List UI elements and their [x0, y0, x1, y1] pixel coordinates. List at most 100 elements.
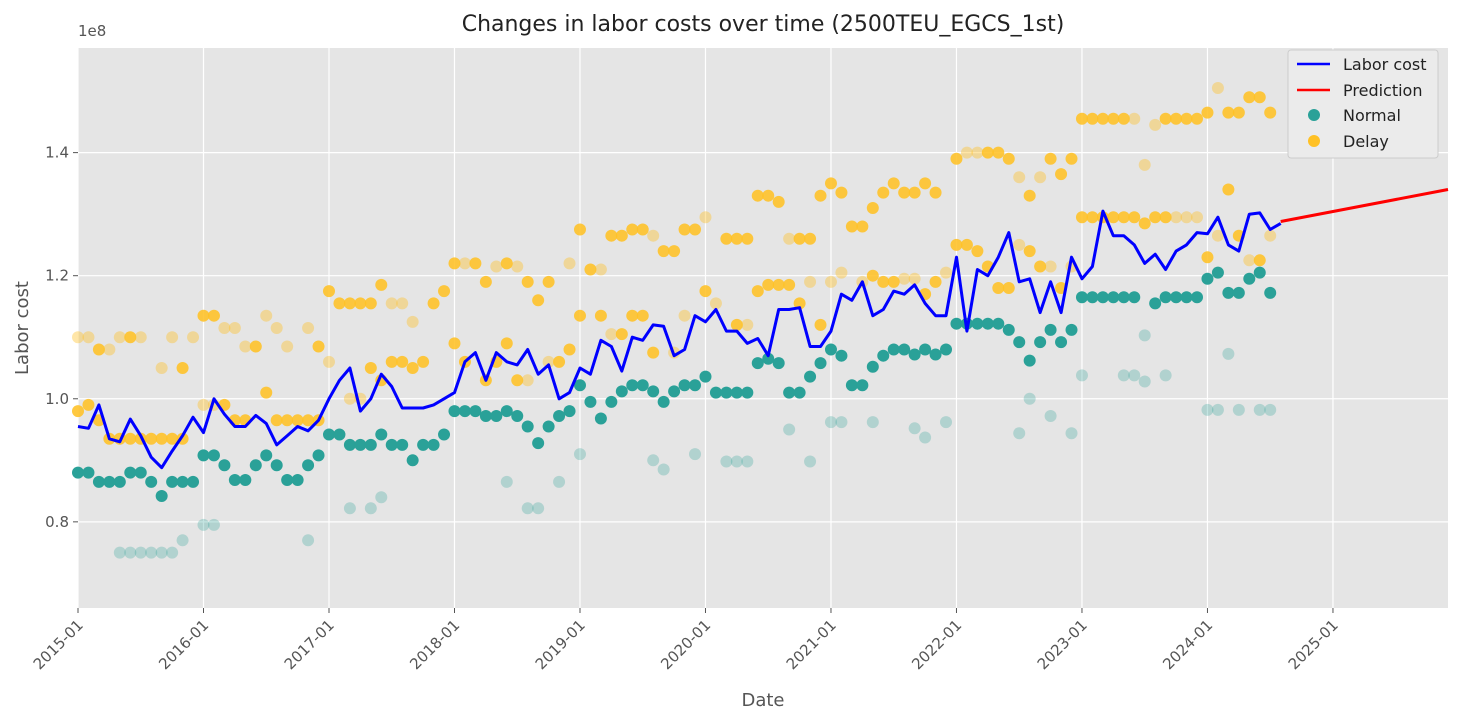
normal-point: [1222, 286, 1235, 299]
delay-point: [1201, 106, 1214, 119]
delay-point: [1201, 251, 1214, 264]
normal-point: [385, 438, 398, 451]
normal-point: [1149, 297, 1162, 310]
normal-point: [1065, 323, 1078, 336]
delay-point: [804, 232, 817, 245]
normal-point: [92, 475, 105, 488]
normal-point: [438, 428, 451, 441]
normal-point-faded: [1253, 403, 1266, 416]
delay-point: [542, 275, 555, 288]
delay-point: [176, 362, 189, 374]
normal-point: [1264, 286, 1277, 299]
delay-point-faded: [302, 322, 315, 334]
normal-point-faded: [124, 546, 137, 559]
delay-point: [438, 285, 451, 298]
legend: Labor cost Prediction Normal Delay: [1287, 49, 1439, 159]
normal-point: [741, 386, 754, 399]
normal-point-faded: [364, 502, 377, 515]
delay-point: [678, 223, 691, 236]
normal-point: [1107, 291, 1120, 304]
delay-point: [772, 278, 785, 291]
normal-point: [657, 395, 670, 408]
normal-point-faded: [1075, 369, 1088, 382]
normal-point: [730, 386, 743, 399]
delay-point: [1002, 282, 1015, 294]
delay-point-faded: [322, 355, 335, 368]
normal-point: [270, 459, 283, 472]
delay-point-faded: [385, 297, 398, 310]
normal-point: [1044, 323, 1057, 336]
y-offset-label: 1e8: [78, 22, 106, 40]
delay-point-faded: [281, 340, 294, 353]
normal-point: [333, 428, 346, 441]
delay-point-faded: [1149, 118, 1162, 131]
delay-point: [992, 282, 1005, 294]
normal-point-faded: [1232, 403, 1245, 416]
delay-point-faded: [458, 257, 471, 270]
delay-point: [605, 229, 618, 242]
normal-point: [260, 449, 273, 462]
normal-point: [281, 474, 294, 486]
delay-point: [887, 275, 900, 288]
delay-point: [866, 202, 879, 214]
delay-point-faded: [72, 331, 84, 344]
normal-point: [427, 438, 440, 451]
normal-point-faded: [908, 422, 921, 435]
delay-point: [1253, 254, 1266, 267]
normal-point: [1075, 291, 1088, 304]
normal-point: [1211, 266, 1224, 279]
delay-point: [835, 186, 848, 199]
delay-point: [1222, 106, 1235, 119]
normal-point: [584, 395, 597, 408]
delay-point: [417, 355, 430, 368]
delay-point: [1232, 106, 1245, 119]
normal-point: [950, 317, 963, 330]
delay-point-faded: [678, 309, 691, 322]
normal-point: [490, 410, 503, 422]
normal-point-faded: [720, 455, 733, 468]
delay-point: [563, 343, 576, 356]
delay-point: [1107, 211, 1120, 224]
delay-point-faded: [218, 322, 231, 334]
y-tick-label: 1.0: [45, 390, 69, 408]
delay-point: [793, 232, 806, 245]
delay-point: [877, 275, 890, 288]
delay-point-faded: [940, 266, 953, 279]
legend-label-delay: Delay: [1343, 132, 1389, 151]
normal-point: [615, 385, 628, 398]
delay-point: [783, 278, 796, 291]
normal-point: [176, 475, 189, 488]
delay-point-faded: [898, 272, 911, 285]
delay-point: [532, 294, 545, 307]
delay-point: [751, 285, 764, 298]
legend-box: [1287, 49, 1439, 159]
normal-point-faded: [1222, 347, 1235, 360]
normal-point: [1117, 291, 1130, 304]
normal-point: [155, 490, 168, 502]
delay-point: [354, 297, 367, 310]
normal-point-faded: [134, 546, 147, 559]
normal-point-faded: [302, 534, 315, 547]
normal-point: [689, 379, 702, 392]
x-tick-label: 2025-01: [1285, 616, 1342, 673]
normal-point: [239, 474, 252, 486]
legend-marker-delay: [1308, 135, 1320, 147]
delay-point-faded: [908, 272, 921, 285]
delay-point-faded: [1034, 171, 1047, 184]
y-axis-label: Labor cost: [12, 281, 33, 375]
delay-point-faded: [406, 315, 419, 328]
delay-point: [1075, 112, 1088, 125]
delay-point-faded: [1013, 171, 1026, 184]
normal-point-faded: [145, 546, 158, 559]
normal-point: [417, 438, 430, 451]
delay-point: [908, 186, 921, 199]
delay-point: [1117, 112, 1130, 125]
labor-cost-line: [77, 209, 1282, 470]
delay-point: [500, 257, 513, 270]
delay-point: [197, 309, 210, 322]
delay-point-faded: [960, 146, 973, 159]
prediction-line: [1280, 188, 1449, 223]
x-tick-label: 2018-01: [406, 616, 463, 673]
delay-point: [1075, 211, 1088, 224]
